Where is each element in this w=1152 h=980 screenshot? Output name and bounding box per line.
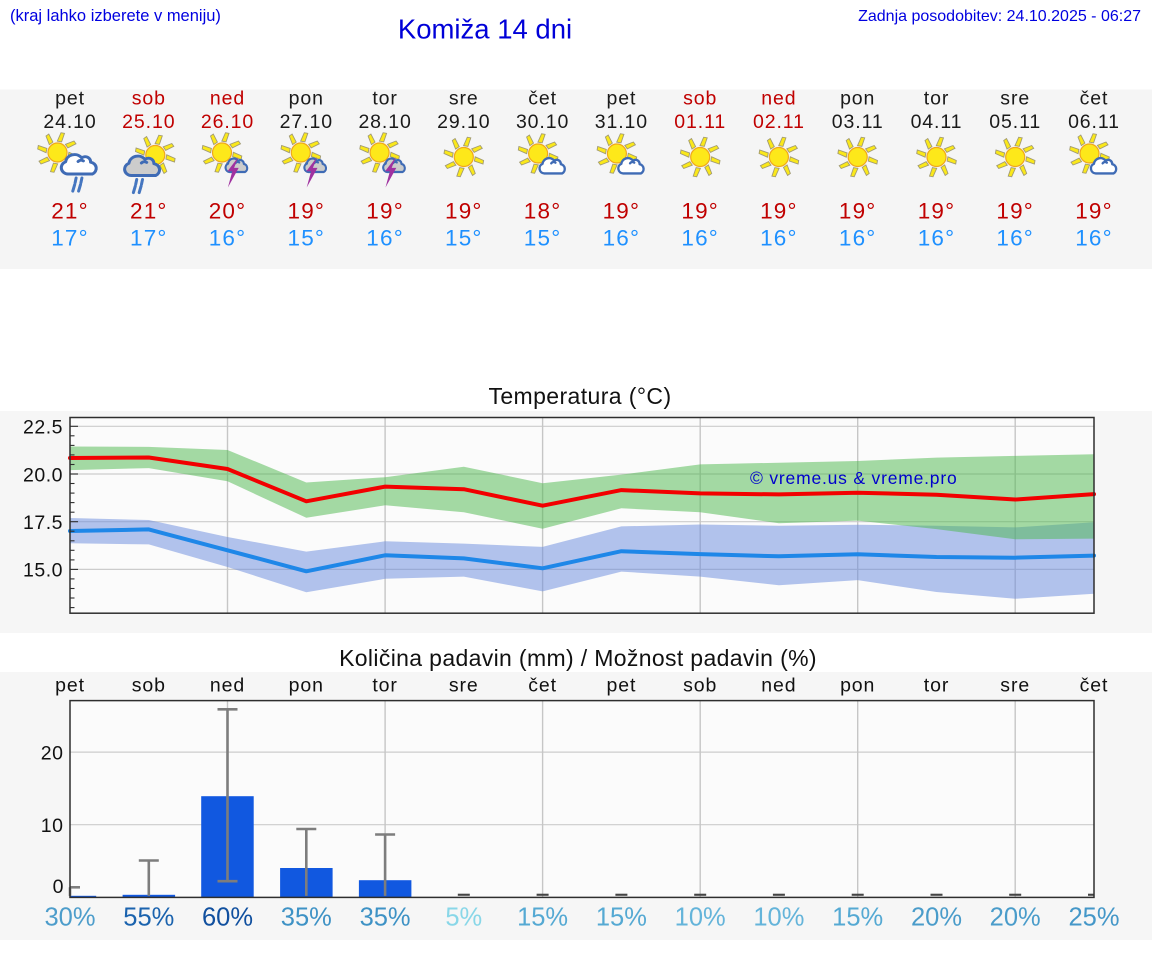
svg-text:sre: sre [449,675,479,697]
svg-text:sre: sre [449,88,479,110]
svg-text:10%: 10% [753,904,804,932]
svg-text:19°: 19° [366,199,404,224]
svg-text:19°: 19° [445,199,483,224]
svg-text:03.11: 03.11 [832,111,884,133]
svg-text:Komiža 14 dni: Komiža 14 dni [398,14,572,45]
svg-text:čet: čet [528,88,557,110]
svg-text:22.5: 22.5 [23,417,63,439]
svg-text:05.11: 05.11 [989,111,1041,133]
svg-text:24.10: 24.10 [43,111,96,133]
svg-text:pet: pet [606,88,636,110]
svg-text:15°: 15° [445,226,483,251]
svg-text:16°: 16° [209,226,247,251]
svg-text:20%: 20% [990,904,1041,932]
svg-text:19°: 19° [918,199,956,224]
svg-text:16°: 16° [366,226,404,251]
svg-text:19°: 19° [1075,199,1113,224]
svg-text:19°: 19° [287,199,325,224]
svg-text:25.10: 25.10 [122,111,175,133]
svg-text:17°: 17° [51,226,89,251]
svg-text:sob: sob [132,88,166,110]
svg-text:16°: 16° [1075,226,1113,251]
svg-text:31.10: 31.10 [595,111,648,133]
svg-text:5%: 5% [445,904,482,932]
svg-text:čet: čet [1080,88,1109,110]
svg-text:ned: ned [761,675,796,697]
svg-text:pon: pon [289,675,324,697]
svg-text:ned: ned [210,675,245,697]
svg-text:16°: 16° [603,226,641,251]
svg-text:19°: 19° [603,199,641,224]
svg-text:ned: ned [761,88,796,110]
svg-text:20°: 20° [209,199,247,224]
svg-text:pon: pon [289,88,324,110]
svg-text:19°: 19° [996,199,1034,224]
svg-text:0: 0 [53,876,64,898]
svg-text:15.0: 15.0 [23,560,63,582]
svg-text:35%: 35% [281,904,332,932]
svg-text:55%: 55% [123,904,174,932]
svg-text:tor: tor [924,675,949,697]
svg-text:10: 10 [41,815,64,837]
svg-text:20.0: 20.0 [23,464,63,486]
svg-text:Zadnja posodobitev: 24.10.2025: Zadnja posodobitev: 24.10.2025 - 06:27 [858,8,1141,25]
svg-text:15°: 15° [287,226,325,251]
svg-text:21°: 21° [130,199,168,224]
svg-text:pon: pon [840,88,875,110]
svg-text:60%: 60% [202,904,253,932]
svg-text:pet: pet [606,675,636,697]
svg-text:18°: 18° [524,199,562,224]
svg-text:sre: sre [1000,675,1030,697]
svg-text:sre: sre [1000,88,1030,110]
svg-text:tor: tor [372,88,397,110]
svg-text:čet: čet [1080,675,1109,697]
svg-text:17.5: 17.5 [23,512,63,534]
svg-text:20%: 20% [911,904,962,932]
svg-text:16°: 16° [996,226,1034,251]
svg-text:04.11: 04.11 [911,111,963,133]
svg-text:28.10: 28.10 [358,111,411,133]
svg-text:tor: tor [924,88,949,110]
svg-text:35%: 35% [360,904,411,932]
svg-text:15°: 15° [524,226,562,251]
svg-text:21°: 21° [51,199,89,224]
svg-text:02.11: 02.11 [753,111,805,133]
svg-text:tor: tor [372,675,397,697]
svg-text:27.10: 27.10 [280,111,333,133]
svg-text:Temperatura (°C): Temperatura (°C) [488,383,671,409]
svg-text:(kraj lahko izberete v meniju): (kraj lahko izberete v meniju) [10,7,221,25]
svg-text:sob: sob [683,675,717,697]
svg-text:čet: čet [528,675,557,697]
svg-text:15%: 15% [517,904,568,932]
svg-text:sob: sob [683,88,717,110]
svg-text:30%: 30% [44,904,95,932]
svg-text:ned: ned [210,88,245,110]
svg-text:29.10: 29.10 [437,111,490,133]
svg-text:15%: 15% [596,904,647,932]
svg-text:pet: pet [55,675,85,697]
svg-text:sob: sob [132,675,166,697]
svg-text:16°: 16° [760,226,798,251]
svg-text:26.10: 26.10 [201,111,254,133]
svg-text:19°: 19° [760,199,798,224]
svg-text:Količina padavin (mm) / Možnos: Količina padavin (mm) / Možnost padavin … [339,645,817,671]
svg-text:16°: 16° [918,226,956,251]
svg-text:15%: 15% [832,904,883,932]
svg-text:06.11: 06.11 [1068,111,1120,133]
svg-text:01.11: 01.11 [674,111,726,133]
svg-text:17°: 17° [130,226,168,251]
svg-text:25%: 25% [1068,904,1119,932]
svg-text:16°: 16° [839,226,877,251]
svg-text:20: 20 [41,742,64,764]
svg-text:pon: pon [840,675,875,697]
svg-text:30.10: 30.10 [516,111,569,133]
svg-text:© vreme.us & vreme.pro: © vreme.us & vreme.pro [750,468,958,488]
svg-text:pet: pet [55,88,85,110]
svg-text:19°: 19° [839,199,877,224]
svg-text:10%: 10% [675,904,726,932]
svg-text:19°: 19° [681,199,719,224]
svg-text:16°: 16° [681,226,719,251]
